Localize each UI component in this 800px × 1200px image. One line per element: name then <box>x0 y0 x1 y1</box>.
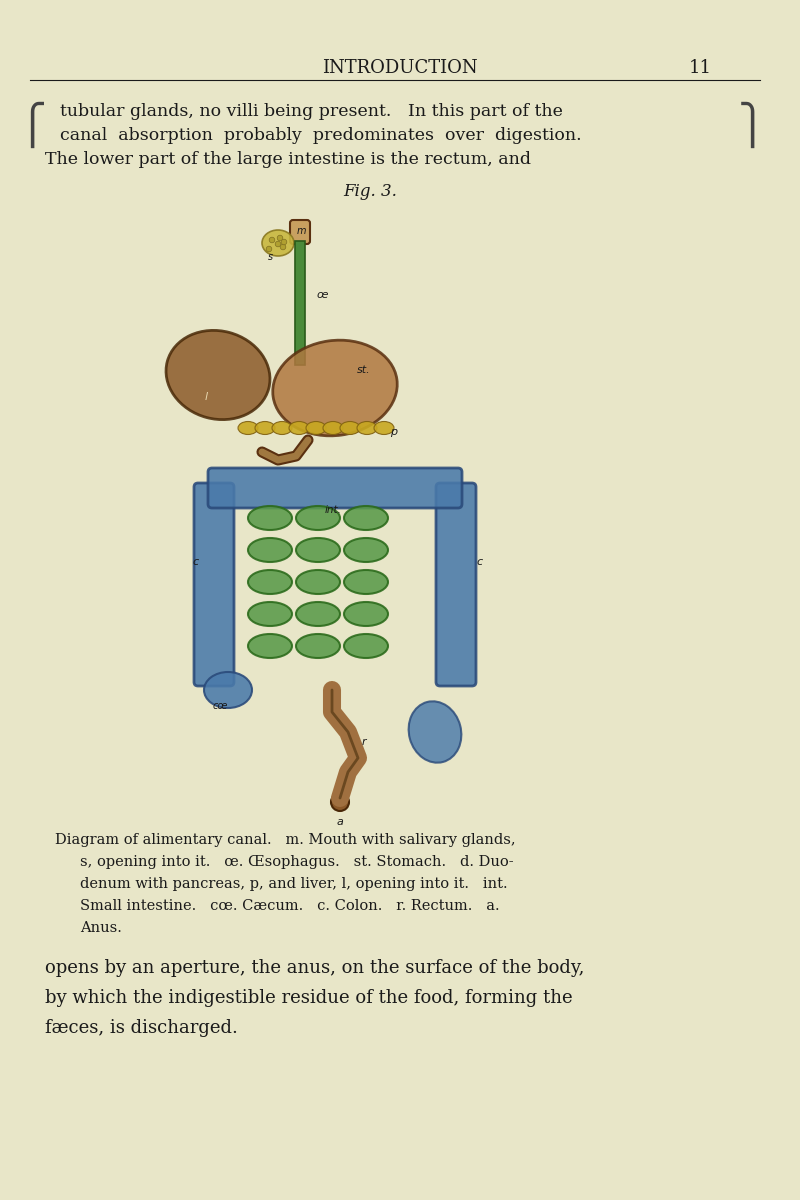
Ellipse shape <box>306 421 326 434</box>
Ellipse shape <box>272 421 292 434</box>
Ellipse shape <box>166 330 270 420</box>
Circle shape <box>282 239 287 245</box>
Text: s: s <box>267 252 273 262</box>
Text: œ: œ <box>316 290 327 300</box>
Ellipse shape <box>340 421 360 434</box>
Circle shape <box>280 245 286 250</box>
Text: INTRODUCTION: INTRODUCTION <box>322 59 478 77</box>
Text: a: a <box>337 817 343 827</box>
Ellipse shape <box>204 672 252 708</box>
Ellipse shape <box>344 538 388 562</box>
Circle shape <box>266 246 272 252</box>
Ellipse shape <box>262 230 294 256</box>
Text: denum with pancreas, p, and liver, l, opening into it.   int.: denum with pancreas, p, and liver, l, op… <box>80 877 508 890</box>
Ellipse shape <box>248 602 292 626</box>
Text: fæces, is discharged.: fæces, is discharged. <box>45 1019 238 1037</box>
Circle shape <box>331 793 349 811</box>
Ellipse shape <box>248 538 292 562</box>
Text: cœ: cœ <box>212 701 228 710</box>
Text: 11: 11 <box>689 59 711 77</box>
Text: p: p <box>390 427 397 437</box>
Ellipse shape <box>374 421 394 434</box>
Ellipse shape <box>273 340 398 436</box>
FancyBboxPatch shape <box>194 482 234 686</box>
Ellipse shape <box>255 421 275 434</box>
Text: Small intestine.   cœ. Cæcum.   c. Colon.   r. Rectum.   a.: Small intestine. cœ. Cæcum. c. Colon. r.… <box>80 899 500 913</box>
Text: ⎫: ⎫ <box>738 102 766 148</box>
Text: by which the indigestible residue of the food, forming the: by which the indigestible residue of the… <box>45 989 573 1007</box>
Ellipse shape <box>344 634 388 658</box>
Circle shape <box>275 241 281 247</box>
Ellipse shape <box>344 506 388 530</box>
Text: c: c <box>193 557 199 566</box>
Text: st.: st. <box>357 365 370 374</box>
Text: ⎧: ⎧ <box>18 102 46 148</box>
Text: s, opening into it.   œ. Œsophagus.   st. Stomach.   d. Duo-: s, opening into it. œ. Œsophagus. st. St… <box>80 854 514 869</box>
Text: m: m <box>296 226 306 236</box>
FancyArrow shape <box>295 241 305 365</box>
Ellipse shape <box>296 538 340 562</box>
Text: canal  absorption  probably  predominates  over  digestion.: canal absorption probably predominates o… <box>60 127 582 144</box>
Ellipse shape <box>248 570 292 594</box>
Circle shape <box>269 238 275 242</box>
Ellipse shape <box>296 634 340 658</box>
Text: opens by an aperture, the anus, on the surface of the body,: opens by an aperture, the anus, on the s… <box>45 959 584 977</box>
Text: Anus.: Anus. <box>80 922 122 935</box>
Text: Fig. 3.: Fig. 3. <box>343 184 397 200</box>
Ellipse shape <box>344 570 388 594</box>
Text: int.: int. <box>325 505 342 515</box>
Ellipse shape <box>296 506 340 530</box>
Ellipse shape <box>289 421 309 434</box>
Ellipse shape <box>248 506 292 530</box>
FancyBboxPatch shape <box>290 220 310 244</box>
Ellipse shape <box>409 701 462 763</box>
Text: The lower part of the large intestine is the rectum, and: The lower part of the large intestine is… <box>45 151 531 168</box>
Circle shape <box>277 235 283 241</box>
Ellipse shape <box>344 602 388 626</box>
Text: tubular glands, no villi being present.   In this part of the: tubular glands, no villi being present. … <box>60 103 563 120</box>
Text: r: r <box>362 737 366 746</box>
Text: l: l <box>205 392 207 402</box>
Ellipse shape <box>323 421 343 434</box>
FancyBboxPatch shape <box>208 468 462 508</box>
Ellipse shape <box>296 602 340 626</box>
Ellipse shape <box>296 570 340 594</box>
FancyBboxPatch shape <box>436 482 476 686</box>
Text: c: c <box>477 557 483 566</box>
Text: Diagram of alimentary canal.   m. Mouth with salivary glands,: Diagram of alimentary canal. m. Mouth wi… <box>55 833 516 847</box>
Ellipse shape <box>248 634 292 658</box>
Ellipse shape <box>238 421 258 434</box>
Ellipse shape <box>357 421 377 434</box>
